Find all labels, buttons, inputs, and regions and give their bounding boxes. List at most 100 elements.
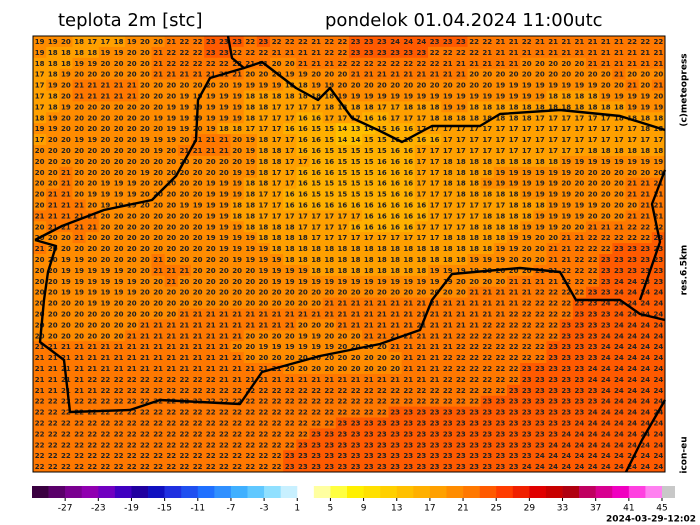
grid-cell (191, 297, 205, 309)
grid-cell (625, 145, 640, 157)
cell-value: 19 (588, 201, 598, 209)
grid-cell (191, 286, 205, 298)
cell-value: 22 (259, 387, 269, 395)
cell-value: 17 (338, 223, 348, 231)
colorbar-tick-label: 25 (490, 504, 501, 514)
grid-cell (480, 373, 495, 386)
grid-cell (586, 57, 600, 70)
grid-cell (335, 264, 350, 277)
grid-cell (414, 177, 429, 189)
grid-cell (125, 68, 139, 80)
grid-cell (401, 417, 416, 429)
cell-value: 20 (140, 82, 150, 90)
grid-cell (230, 297, 245, 309)
grid-cell (309, 101, 324, 113)
cell-value: 18 (456, 234, 466, 242)
cell-value: 21 (193, 310, 203, 318)
grid-cell (388, 90, 403, 102)
grid-cell (599, 308, 613, 320)
cell-value: 19 (232, 191, 242, 199)
grid-cell (520, 297, 534, 309)
cell-value: 24 (575, 463, 585, 471)
cell-value: 18 (509, 212, 519, 220)
cell-value: 21 (219, 343, 229, 351)
cell-value: 22 (193, 409, 203, 417)
cell-value: 20 (101, 125, 111, 133)
grid-cell (349, 297, 363, 309)
grid-cell (230, 428, 245, 440)
cell-value: 18 (430, 114, 440, 122)
grid-cell (85, 188, 100, 200)
grid-cell (177, 373, 192, 386)
grid-cell (296, 134, 310, 146)
cell-value: 20 (127, 125, 137, 133)
grid-cell (428, 428, 442, 440)
cell-value: 18 (535, 103, 545, 111)
border-line (226, 35, 666, 144)
cell-value: 23 (338, 463, 348, 471)
grid-cell (98, 57, 113, 70)
grid-cell (414, 57, 429, 70)
cell-value: 20 (74, 180, 84, 188)
cell-value: 14 (338, 125, 348, 133)
grid-cell (441, 352, 455, 364)
cell-value: 24 (548, 441, 558, 449)
cell-value: 22 (166, 376, 176, 384)
grid-cell (414, 384, 429, 397)
cell-value: 18 (61, 60, 71, 68)
cell-value: 17 (601, 136, 611, 144)
grid-cell (362, 243, 376, 255)
cell-value: 22 (272, 387, 282, 395)
cell-value: 18 (496, 234, 506, 242)
grid-cell (296, 79, 310, 91)
cell-value: 19 (206, 212, 216, 220)
grid-cell (164, 123, 179, 135)
grid-cell (441, 275, 455, 288)
map-frame (32, 35, 666, 473)
grid-cell (493, 297, 508, 309)
grid-cell (493, 286, 508, 298)
cell-value: 20 (140, 125, 150, 133)
cell-value: 22 (101, 452, 111, 460)
cell-value: 21 (87, 343, 97, 351)
cell-value: 21 (219, 365, 229, 373)
cell-value: 21 (74, 234, 84, 242)
grid-cell (46, 373, 60, 386)
grid-cell (651, 112, 666, 124)
cell-value: 22 (87, 441, 97, 449)
cell-value: 19 (390, 92, 400, 100)
cell-value: 24 (640, 463, 650, 471)
grid-cell (349, 36, 363, 48)
grid-cell (322, 308, 337, 320)
cell-value: 22 (180, 376, 190, 384)
cell-value: 18 (35, 114, 45, 122)
grid-cell (375, 428, 389, 440)
cell-value: 17 (403, 114, 413, 122)
cell-value: 24 (654, 463, 664, 471)
cell-value: 17 (390, 103, 400, 111)
cell-value: 24 (654, 376, 664, 384)
grid-cell (559, 439, 574, 451)
grid-cell (533, 254, 547, 266)
grid-cell (177, 286, 192, 298)
cell-value: 21 (193, 71, 203, 79)
grid-cell (520, 341, 534, 353)
grid-cell (467, 68, 482, 80)
cell-value: 21 (601, 60, 611, 68)
cell-value: 19 (522, 92, 532, 100)
grid-cell (138, 210, 152, 222)
cell-value: 18 (48, 60, 58, 68)
grid-cell (520, 177, 534, 189)
grid-cell (33, 177, 47, 189)
grid-cell (375, 373, 389, 386)
grid-cell (507, 461, 521, 473)
grid-cell (467, 134, 482, 146)
cell-value: 17 (338, 234, 348, 242)
cell-value: 21 (127, 82, 137, 90)
cell-value: 19 (153, 114, 163, 122)
cell-value: 19 (443, 267, 453, 275)
cell-value: 20 (219, 256, 229, 264)
cell-value: 21 (272, 376, 282, 384)
grid-cell (230, 155, 245, 168)
grid-cell (401, 286, 416, 298)
